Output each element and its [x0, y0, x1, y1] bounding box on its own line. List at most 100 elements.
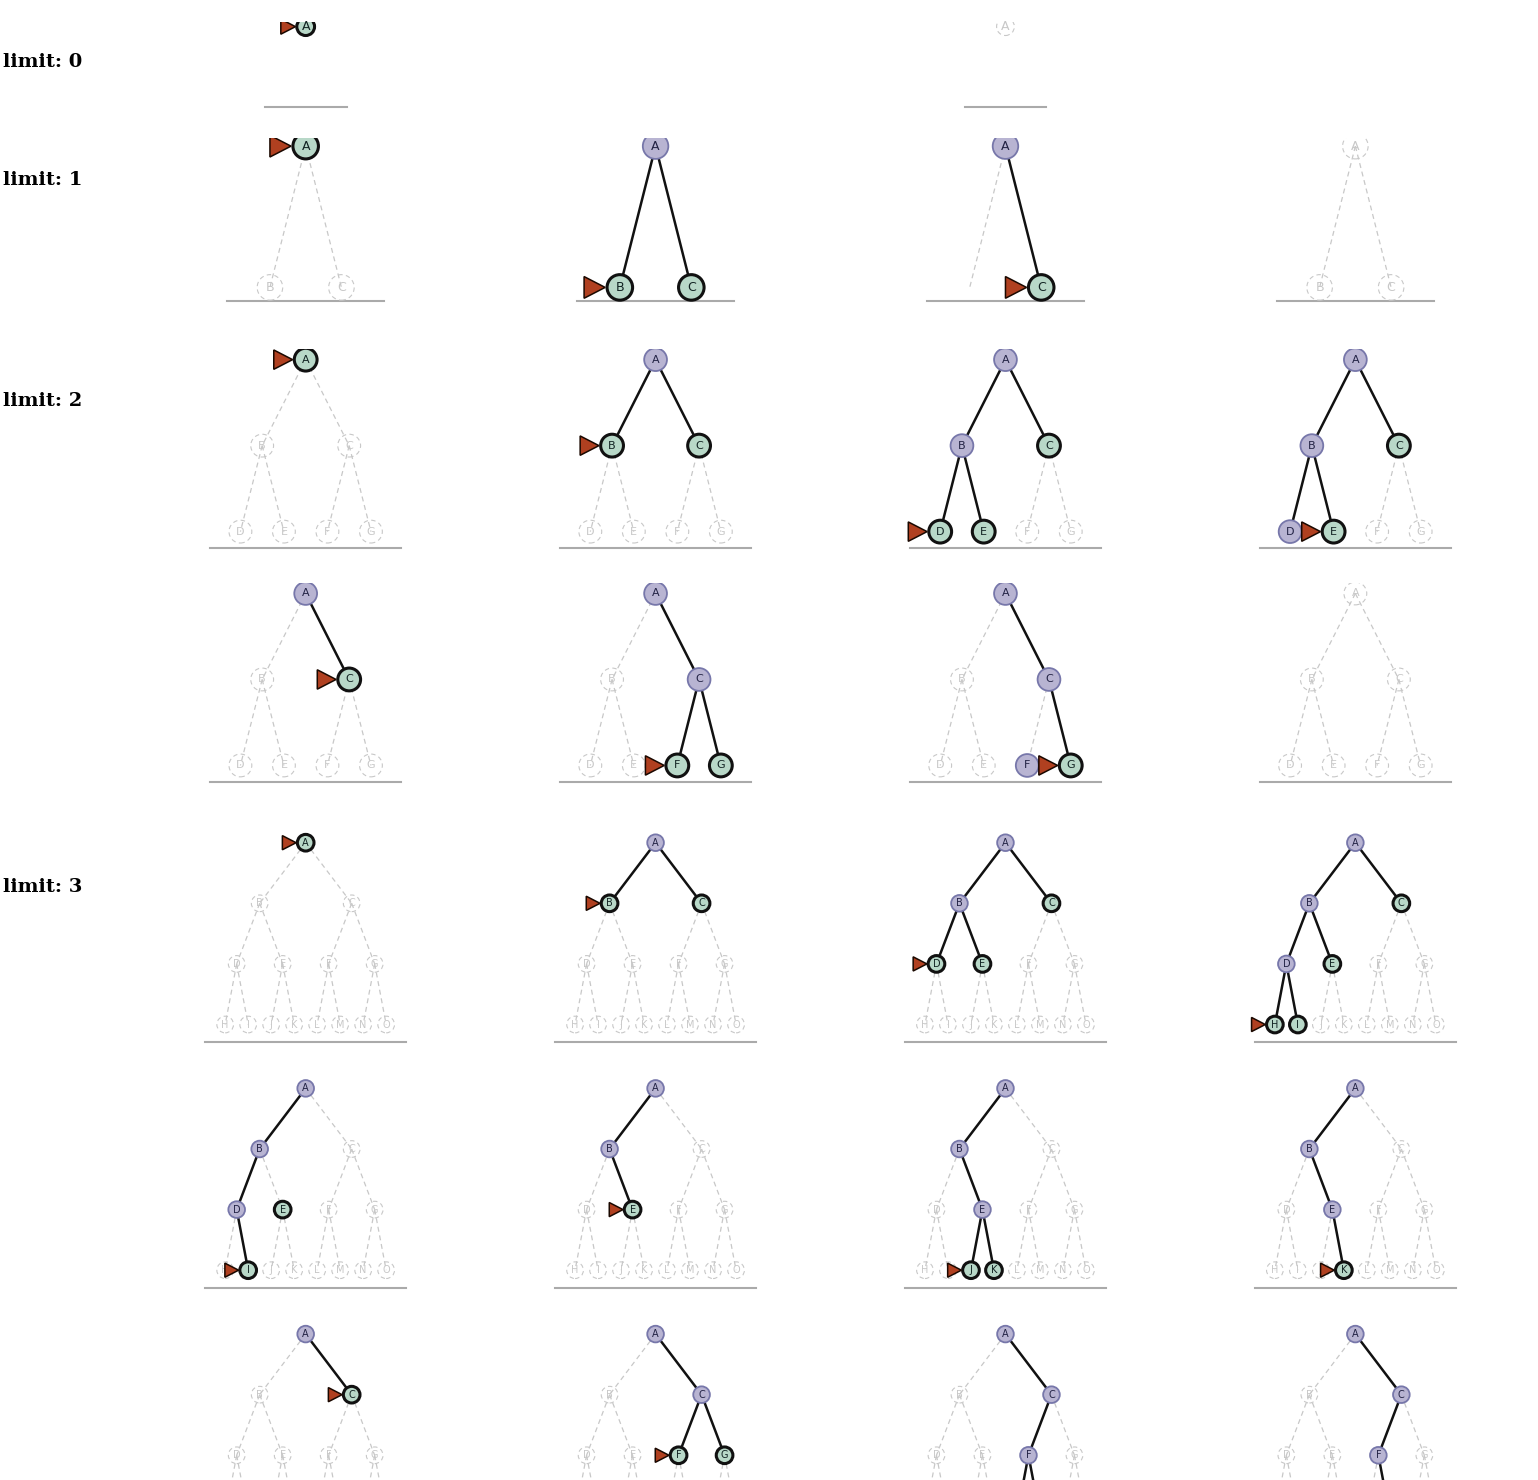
Text: E: E [980, 761, 987, 771]
Text: A: A [652, 1329, 658, 1339]
Text: F: F [1373, 527, 1380, 537]
Text: K: K [990, 1265, 997, 1276]
Circle shape [1043, 1387, 1060, 1403]
Text: B: B [1306, 1390, 1313, 1400]
Circle shape [297, 18, 315, 36]
Text: B: B [257, 898, 263, 909]
Circle shape [997, 1080, 1014, 1097]
Circle shape [1324, 956, 1341, 972]
Text: F: F [326, 1450, 332, 1461]
Text: I: I [1297, 1020, 1300, 1030]
Circle shape [974, 1202, 990, 1218]
Text: D: D [932, 1205, 940, 1215]
Text: F: F [1024, 527, 1030, 537]
Circle shape [228, 1202, 245, 1218]
Circle shape [709, 755, 732, 777]
Circle shape [1393, 895, 1410, 912]
Text: F: F [326, 1205, 332, 1215]
Text: B: B [957, 898, 963, 909]
Polygon shape [274, 349, 292, 370]
Text: I: I [1297, 1265, 1300, 1276]
Text: C: C [1047, 898, 1055, 909]
Text: G: G [1416, 527, 1424, 537]
Text: L: L [1014, 1265, 1020, 1276]
Text: G: G [366, 761, 375, 771]
Polygon shape [1321, 1262, 1335, 1277]
Circle shape [1344, 348, 1367, 371]
Text: E: E [280, 761, 288, 771]
Text: A: A [652, 838, 658, 848]
Text: J: J [1320, 1265, 1323, 1276]
Text: I: I [946, 1020, 949, 1030]
Text: D: D [1283, 959, 1290, 969]
Text: M: M [335, 1265, 345, 1276]
Text: F: F [1375, 1450, 1381, 1461]
Text: D: D [586, 761, 595, 771]
Circle shape [671, 1447, 687, 1464]
Circle shape [974, 956, 990, 972]
Text: J: J [269, 1265, 272, 1276]
Text: A: A [1352, 1083, 1358, 1094]
Polygon shape [1301, 522, 1321, 542]
Polygon shape [609, 1203, 623, 1217]
Text: O: O [383, 1020, 391, 1030]
Circle shape [1347, 835, 1364, 851]
Text: A: A [652, 1083, 658, 1094]
Text: N: N [709, 1265, 717, 1276]
Text: O: O [383, 1265, 391, 1276]
Text: H: H [221, 1020, 229, 1030]
Circle shape [338, 667, 360, 691]
Text: A: A [1003, 1329, 1009, 1339]
Circle shape [929, 521, 952, 543]
Text: E: E [280, 959, 286, 969]
Text: C: C [1046, 675, 1054, 684]
Text: limit: 0: limit: 0 [3, 53, 83, 71]
Text: D: D [1286, 761, 1295, 771]
Text: K: K [641, 1265, 647, 1276]
Circle shape [687, 667, 711, 691]
Text: B: B [608, 675, 615, 684]
Circle shape [601, 434, 623, 457]
Text: E: E [980, 959, 986, 969]
Text: O: O [1432, 1020, 1440, 1030]
Text: M: M [1035, 1265, 1044, 1276]
Text: K: K [990, 1020, 997, 1030]
Circle shape [950, 1141, 967, 1157]
Text: C: C [698, 898, 704, 909]
Text: D: D [232, 1205, 240, 1215]
Text: C: C [1395, 675, 1403, 684]
Text: I: I [946, 1265, 949, 1276]
Text: E: E [1330, 527, 1337, 537]
Text: F: F [1375, 959, 1381, 969]
Polygon shape [914, 958, 927, 971]
Text: G: G [1421, 959, 1429, 969]
Circle shape [297, 1326, 314, 1342]
Text: G: G [1070, 1450, 1078, 1461]
Text: limit: 1: limit: 1 [3, 172, 83, 189]
Text: C: C [695, 675, 703, 684]
Text: N: N [1409, 1265, 1416, 1276]
Circle shape [1335, 1262, 1352, 1279]
Circle shape [694, 895, 711, 912]
Circle shape [643, 133, 669, 158]
Text: A: A [1352, 1329, 1358, 1339]
Text: D: D [237, 761, 245, 771]
Text: F: F [1024, 761, 1030, 771]
Text: H: H [221, 1265, 229, 1276]
Text: F: F [1026, 1450, 1032, 1461]
Text: N: N [1060, 1265, 1067, 1276]
Text: H: H [921, 1020, 929, 1030]
Text: N: N [360, 1265, 368, 1276]
Text: D: D [1283, 1205, 1290, 1215]
Text: D: D [237, 527, 245, 537]
Text: L: L [664, 1265, 671, 1276]
Text: A: A [652, 355, 660, 364]
Circle shape [608, 275, 632, 300]
Text: G: G [1421, 1205, 1429, 1215]
Text: E: E [280, 1450, 286, 1461]
Text: M: M [686, 1265, 694, 1276]
Text: B: B [606, 898, 614, 909]
Text: M: M [686, 1020, 694, 1030]
Text: C: C [1037, 281, 1046, 295]
Text: A: A [301, 589, 309, 598]
